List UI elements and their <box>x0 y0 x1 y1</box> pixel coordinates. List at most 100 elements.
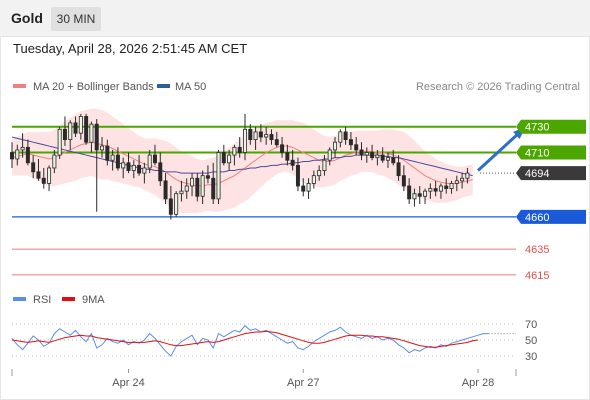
candle-body <box>205 175 210 179</box>
candle-body <box>10 152 14 160</box>
candle-body <box>264 134 269 138</box>
candle-body <box>417 193 422 197</box>
candle-body <box>211 177 216 200</box>
candle-body <box>380 154 385 161</box>
candles-group <box>10 113 470 220</box>
candle-body <box>237 146 242 153</box>
candle-body <box>31 162 36 173</box>
forecast-arrow-shaft <box>476 127 525 172</box>
candle-body <box>15 149 20 160</box>
legend-swatch-rsi-ma <box>62 297 75 301</box>
candle-body <box>396 162 401 177</box>
candle-body <box>423 190 428 197</box>
candle-body <box>115 154 120 169</box>
candle-body <box>354 144 359 151</box>
level-label-4635: 4635 <box>525 244 549 256</box>
candle-body <box>301 185 306 192</box>
candle-body <box>163 180 168 200</box>
level-label-4660: 4660 <box>525 212 549 224</box>
x-tick-label: Apr 28 <box>462 377 494 389</box>
candle-body <box>89 123 94 143</box>
legend-swatch-ma50 <box>157 84 170 88</box>
candle-body <box>243 128 247 153</box>
candle-body <box>401 175 406 187</box>
candle-body <box>168 198 173 215</box>
candle-body <box>158 162 163 182</box>
credit-text: Research © 2026 Trading Central <box>416 81 580 93</box>
candle-body <box>227 154 232 164</box>
timestamp: Tuesday, April 28, 2026 2:51:45 AM CET <box>13 41 248 56</box>
candle-body <box>179 190 184 195</box>
candle-body <box>152 154 157 164</box>
candle-body <box>248 128 253 141</box>
candle-body <box>391 157 396 164</box>
candle-body <box>147 154 152 169</box>
candle-body <box>274 139 279 146</box>
candle-body <box>306 183 311 192</box>
candle-body <box>348 139 353 146</box>
candle-body <box>110 154 115 161</box>
candle-body <box>460 177 465 182</box>
candle-body <box>57 128 62 156</box>
candle-body <box>105 145 110 161</box>
candle-body <box>317 170 322 177</box>
candle-body <box>41 177 46 184</box>
candle-body <box>25 146 30 164</box>
x-tick-label: Apr 27 <box>287 377 319 389</box>
ma20-line <box>11 141 473 187</box>
candle-body <box>454 180 459 184</box>
candle-body <box>126 162 131 171</box>
rsi-tick-70: 70 <box>525 319 537 331</box>
candle-body <box>20 146 25 151</box>
candle-body <box>433 188 438 192</box>
candle-body <box>295 164 300 187</box>
candle-body <box>52 154 57 169</box>
candle-body <box>121 162 126 169</box>
candle-body <box>78 116 83 134</box>
chart-panel <box>0 36 590 400</box>
level-label-4615: 4615 <box>525 270 549 282</box>
candle-body <box>375 154 380 159</box>
legend-label-rsi: RSI <box>33 294 51 306</box>
candle-body <box>174 193 179 215</box>
candle-body <box>190 177 195 187</box>
candle-body <box>285 152 290 161</box>
candle-body <box>438 185 443 192</box>
candle-body <box>338 131 343 143</box>
level-badge-4730 <box>516 119 586 134</box>
candle-body <box>311 175 316 184</box>
candle-body <box>142 167 147 174</box>
candle-body <box>195 177 200 197</box>
candle-body <box>327 149 332 161</box>
header: Gold 30 MIN <box>0 0 590 36</box>
candle-body <box>407 185 412 200</box>
candle-body <box>221 152 226 164</box>
rsi-tick-50: 50 <box>525 335 537 347</box>
candle-body <box>359 149 364 156</box>
candle-body <box>428 188 433 192</box>
level-badge-4710 <box>516 145 586 160</box>
candle-body <box>253 131 258 141</box>
candle-body <box>385 157 390 161</box>
rsi-line <box>11 324 489 357</box>
level-label-4710: 4710 <box>525 148 549 160</box>
timeframe-button[interactable]: 30 MIN <box>51 7 101 31</box>
legend-label-rsi-ma: 9MA <box>82 294 105 306</box>
level-label-4730: 4730 <box>525 122 549 134</box>
legend-swatch-rsi <box>13 297 26 301</box>
candle-body <box>68 122 73 141</box>
candle-body <box>232 146 237 156</box>
bollinger-band <box>12 108 473 214</box>
candle-body <box>36 171 41 179</box>
candle-body <box>131 164 136 171</box>
level-badge-4660 <box>516 209 586 224</box>
candle-body <box>200 175 205 197</box>
candle-body <box>94 123 99 151</box>
candle-body <box>216 152 221 200</box>
candle-body <box>100 145 105 151</box>
rsi-ma-line <box>11 330 479 348</box>
candle-body <box>364 152 369 156</box>
candle-body <box>280 144 285 153</box>
candle-body <box>47 167 52 184</box>
